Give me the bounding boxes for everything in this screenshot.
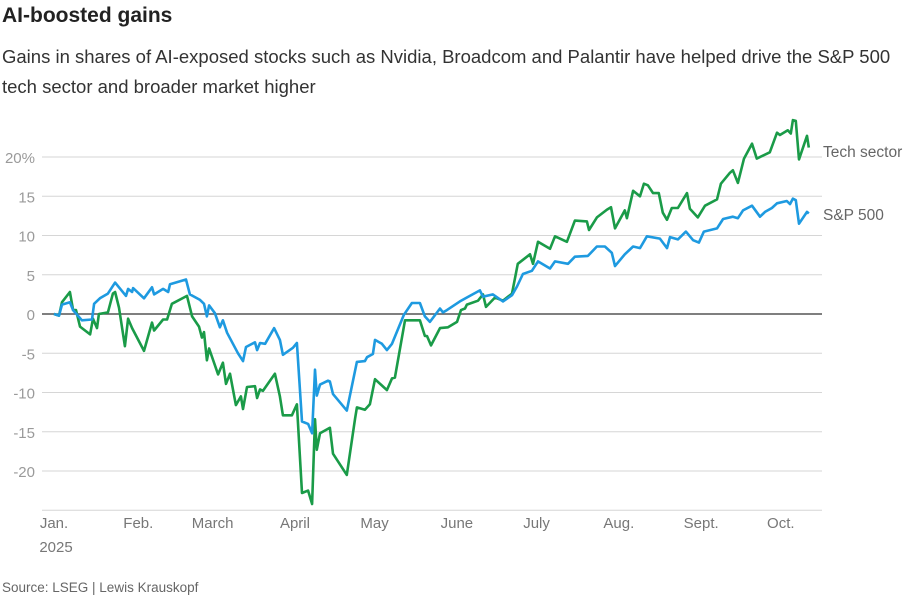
- x-year-label: 2025: [39, 539, 72, 556]
- x-tick-label: Jan.: [40, 515, 68, 532]
- y-tick-label: 20%: [5, 150, 35, 167]
- series-label-sp500: S&P 500: [823, 207, 884, 224]
- y-tick-label: 5: [27, 268, 35, 285]
- chart-subtitle: Gains in shares of AI-exposed stocks suc…: [2, 46, 891, 97]
- y-tick-label: -15: [13, 425, 35, 442]
- y-tick-label: 15: [18, 189, 35, 206]
- y-tick-label: -10: [13, 386, 35, 403]
- x-tick-label: Feb.: [123, 515, 153, 532]
- source-note: Source: LSEG | Lewis Krauskopf: [2, 580, 199, 595]
- x-tick-label: June: [441, 515, 474, 532]
- y-tick-label: -20: [13, 464, 35, 481]
- x-tick-label: Sept.: [684, 515, 719, 532]
- y-tick-label: 10: [18, 229, 35, 246]
- series-label-tech-sector: Tech sector: [823, 144, 902, 161]
- x-tick-label: April: [280, 515, 310, 532]
- x-tick-label: March: [192, 515, 234, 532]
- x-tick-label: July: [523, 515, 550, 532]
- sp500-line: [53, 197, 810, 435]
- x-tick-label: May: [360, 515, 389, 532]
- tech-sector-line: [53, 118, 811, 506]
- chart-title: AI-boosted gains: [2, 4, 173, 27]
- x-tick-label: Oct.: [767, 515, 795, 532]
- y-tick-label: -5: [22, 346, 35, 363]
- y-tick-label: 0: [27, 307, 35, 324]
- x-tick-label: Aug.: [603, 515, 634, 532]
